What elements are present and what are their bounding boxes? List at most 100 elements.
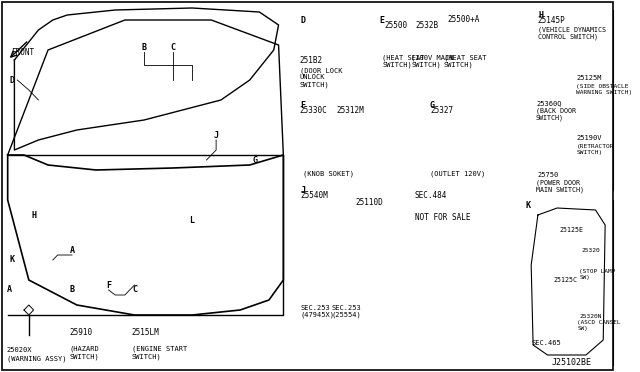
Bar — [561, 76, 569, 82]
Polygon shape — [8, 155, 284, 315]
Text: 25500: 25500 — [384, 21, 407, 30]
Text: 25020X: 25020X — [7, 347, 32, 353]
Text: (BACK DOOR: (BACK DOOR — [536, 107, 576, 113]
Polygon shape — [8, 20, 284, 155]
Text: SW): SW) — [579, 275, 590, 280]
Bar — [130, 285, 140, 295]
Bar — [298, 185, 307, 195]
Bar — [451, 31, 460, 39]
Bar — [397, 35, 406, 42]
Bar — [451, 41, 460, 49]
Text: A: A — [7, 285, 12, 295]
Text: E: E — [380, 16, 385, 25]
Bar — [8, 255, 17, 265]
Bar — [168, 42, 178, 52]
Bar — [67, 285, 77, 295]
Text: L: L — [189, 215, 195, 224]
Text: 25312M: 25312M — [336, 106, 364, 115]
Text: SEC.253: SEC.253 — [301, 305, 330, 311]
Text: J25102BE: J25102BE — [552, 358, 591, 367]
Text: 25910: 25910 — [69, 328, 92, 337]
Text: F: F — [300, 100, 305, 109]
Bar — [5, 285, 15, 295]
Text: MAIN SWITCH): MAIN SWITCH) — [536, 186, 584, 192]
Text: J: J — [300, 186, 305, 195]
Text: J: J — [214, 131, 219, 140]
Text: 25540M: 25540M — [301, 191, 328, 200]
Text: C: C — [132, 285, 137, 295]
Bar — [547, 127, 554, 132]
Text: G: G — [252, 155, 257, 164]
Text: (DOOR LOCK: (DOOR LOCK — [300, 67, 342, 74]
Bar — [378, 15, 387, 25]
Bar — [115, 195, 163, 230]
Text: FRONT: FRONT — [12, 48, 35, 57]
Bar — [429, 35, 438, 42]
Text: (VEHICLE DYNAMICS: (VEHICLE DYNAMICS — [538, 26, 606, 32]
Text: (ASCD CANSEL: (ASCD CANSEL — [577, 320, 621, 325]
Text: 25145P: 25145P — [538, 16, 566, 25]
Bar — [536, 10, 545, 20]
Bar — [557, 43, 586, 65]
Text: H: H — [31, 211, 36, 219]
Bar — [142, 200, 159, 212]
Text: B: B — [70, 285, 74, 295]
Text: SEC.253: SEC.253 — [332, 305, 361, 311]
Bar — [547, 72, 572, 90]
Text: 25330C: 25330C — [300, 106, 328, 115]
Text: K: K — [526, 201, 531, 209]
Bar — [580, 300, 602, 315]
Bar — [298, 185, 518, 320]
Bar — [428, 100, 437, 110]
Text: (HEAT SEAT: (HEAT SEAT — [382, 54, 425, 61]
Text: NOT FOR SALE: NOT FOR SALE — [415, 213, 470, 222]
Bar — [437, 120, 466, 145]
Text: F: F — [106, 280, 111, 289]
Text: 251B2: 251B2 — [300, 56, 323, 65]
Bar — [21, 335, 36, 345]
Text: 25750: 25750 — [538, 172, 559, 178]
Text: (KNOB SOKET): (KNOB SOKET) — [303, 170, 353, 176]
Bar — [298, 15, 374, 95]
Text: 25110D: 25110D — [355, 198, 383, 207]
Bar — [120, 200, 140, 212]
Text: C: C — [170, 42, 175, 51]
Text: SEC.465: SEC.465 — [531, 340, 561, 346]
Bar — [547, 159, 554, 165]
Bar — [298, 15, 307, 25]
Text: 2515LM: 2515LM — [132, 328, 159, 337]
Text: 2532B: 2532B — [416, 21, 439, 30]
Text: B: B — [141, 42, 147, 51]
Text: SEC.484: SEC.484 — [415, 191, 447, 200]
Text: SW): SW) — [577, 326, 588, 331]
Text: SWITCH): SWITCH) — [577, 150, 603, 155]
Text: (47945X): (47945X) — [301, 312, 335, 318]
Bar — [536, 10, 613, 190]
Text: (ENGINE START: (ENGINE START — [132, 345, 187, 352]
Text: 25125C: 25125C — [553, 277, 577, 283]
Bar — [585, 127, 592, 132]
Text: D: D — [10, 76, 15, 84]
Text: 25125E: 25125E — [559, 227, 583, 233]
Bar — [442, 125, 449, 133]
Bar — [298, 100, 422, 180]
Bar — [462, 41, 472, 49]
Bar — [305, 210, 344, 240]
Bar — [428, 100, 524, 180]
Text: (25554): (25554) — [332, 312, 361, 318]
Text: SWITCH): SWITCH) — [382, 61, 412, 67]
Bar — [419, 35, 428, 42]
Bar — [319, 34, 328, 44]
Text: SWITCH): SWITCH) — [300, 81, 330, 87]
Text: (100V MAIN: (100V MAIN — [411, 54, 454, 61]
Bar — [557, 235, 581, 253]
Text: (SIDE OBSTACLE: (SIDE OBSTACLE — [577, 84, 629, 89]
Bar — [8, 75, 17, 85]
Bar — [447, 28, 478, 54]
Text: SWITCH): SWITCH) — [132, 353, 161, 359]
Text: CONTROL SWITCH): CONTROL SWITCH) — [538, 33, 598, 39]
Bar — [250, 155, 259, 165]
Text: (HAZARD: (HAZARD — [69, 345, 99, 352]
Bar — [577, 127, 583, 132]
Bar — [309, 215, 324, 225]
